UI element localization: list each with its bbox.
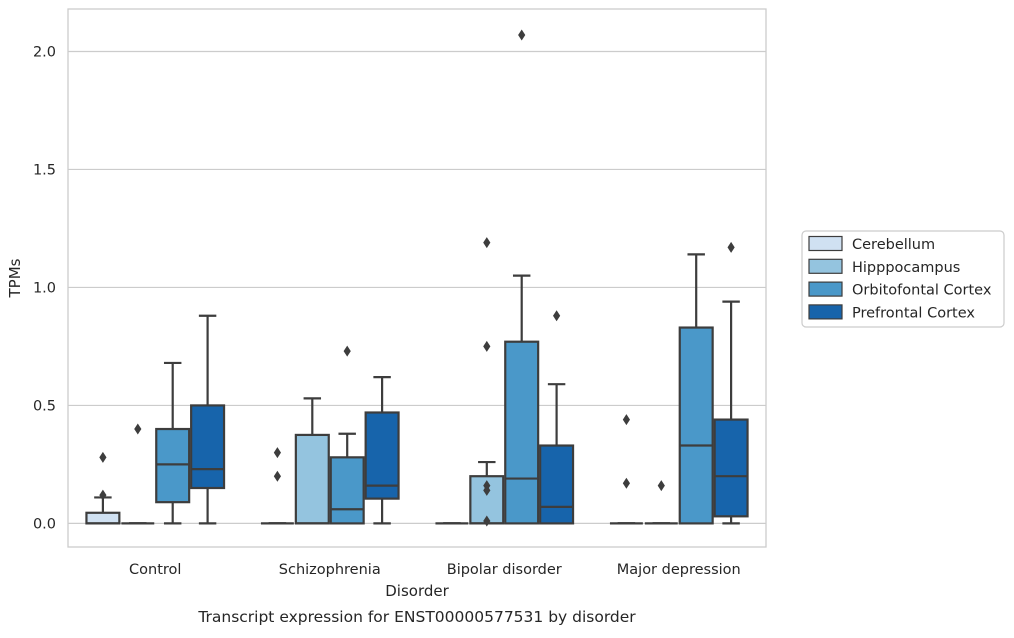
box-group (190, 314, 226, 525)
box-group (294, 397, 330, 525)
y-tick-label: 1.5 (33, 162, 56, 178)
box-iqr (713, 418, 749, 518)
y-tick-label: 0.0 (33, 516, 56, 532)
x-tick-label: Major depression (617, 562, 741, 578)
outlier-point (727, 241, 735, 253)
box-group (504, 29, 540, 525)
outlier-point (99, 451, 107, 463)
box-group (85, 451, 121, 525)
box-group (260, 447, 294, 525)
y-tick-label: 0.5 (33, 398, 56, 414)
box-iqr (539, 444, 575, 525)
outlier-point (343, 345, 351, 357)
y-axis-label: TPMs (6, 258, 24, 298)
box-iqr (294, 433, 330, 525)
x-tick-label: Bipolar disorder (447, 562, 562, 578)
box-group (329, 345, 365, 525)
outlier-point (273, 470, 281, 482)
box-group (121, 423, 155, 525)
outlier-point (622, 477, 630, 489)
outlier-point (518, 29, 526, 41)
y-tick-label: 2.0 (33, 44, 56, 60)
legend-frame (801, 230, 1005, 328)
box-group (644, 480, 678, 525)
box-iqr (155, 427, 191, 504)
outlier-point (99, 489, 107, 501)
legend-swatch (808, 304, 843, 320)
outlier-point (657, 480, 665, 492)
box-group (713, 241, 749, 525)
box-group (539, 310, 575, 525)
y-tick-label: 1.0 (33, 280, 56, 296)
legend-label: Orbitofontal Cortex (852, 283, 992, 299)
chart-title: Transcript expression for ENST0000057753… (197, 608, 636, 626)
legend-label: Prefrontal Cortex (852, 305, 975, 321)
box-group (469, 237, 505, 527)
box-iqr (85, 511, 121, 525)
axis-layer: 0.0 0.5 1.0 1.5 2.0 Control Schizophrenia Bipol… (33, 44, 741, 578)
outlier-point (483, 484, 491, 496)
box-iqr (504, 340, 540, 525)
box-group (364, 376, 400, 525)
outlier-point (134, 423, 142, 435)
box-group (155, 361, 191, 525)
outlier-point (483, 237, 491, 249)
box-iqr (364, 411, 400, 500)
plot-frame (67, 8, 767, 548)
legend-swatch (808, 281, 843, 297)
legend-swatch (808, 235, 843, 252)
box-group (609, 414, 643, 525)
box-iqr (678, 326, 714, 525)
outlier-point (483, 515, 491, 527)
legend-swatch (808, 258, 843, 274)
outlier-point (483, 340, 491, 352)
legend: Cerebellum Hipppocampus Orbitofontal Corte… (801, 230, 1005, 328)
x-tick-label: Control (129, 562, 181, 578)
box-iqr (329, 456, 365, 525)
x-tick-label: Schizophrenia (279, 562, 381, 578)
outlier-point (553, 310, 561, 322)
outlier-point (273, 447, 281, 459)
x-axis-label: Disorder (385, 582, 449, 600)
legend-label: Hipppocampus (852, 260, 960, 276)
box-iqr (190, 404, 226, 490)
box-group (678, 253, 714, 525)
outlier-point (622, 414, 630, 426)
plot-layer (85, 29, 749, 527)
legend-label: Cerebellum (852, 237, 935, 253)
